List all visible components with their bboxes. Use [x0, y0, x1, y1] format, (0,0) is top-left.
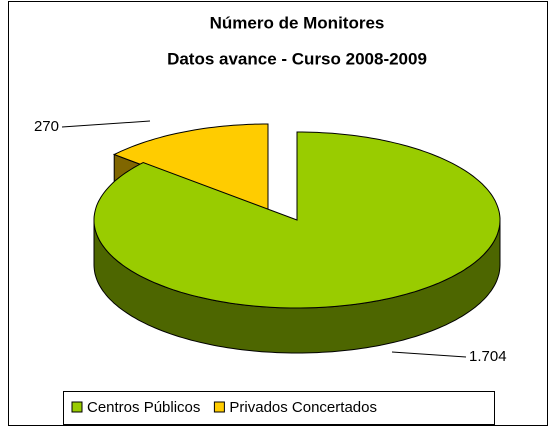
leader-line — [391, 351, 467, 358]
value-label: 270 — [34, 118, 59, 135]
legend-label: Privados Concertados — [229, 399, 377, 416]
slice — [112, 123, 269, 213]
leader-line — [61, 120, 151, 128]
legend-box — [63, 391, 495, 425]
legend-swatch — [213, 401, 225, 413]
slice — [93, 131, 501, 309]
value-label: 1.704 — [469, 348, 507, 365]
legend-swatch — [71, 401, 83, 413]
chart-subtitle: Datos avance - Curso 2008-2009 — [167, 49, 427, 68]
legend-label: Centros Públicos — [87, 399, 200, 416]
chart-title: Número de Monitores — [210, 13, 385, 32]
